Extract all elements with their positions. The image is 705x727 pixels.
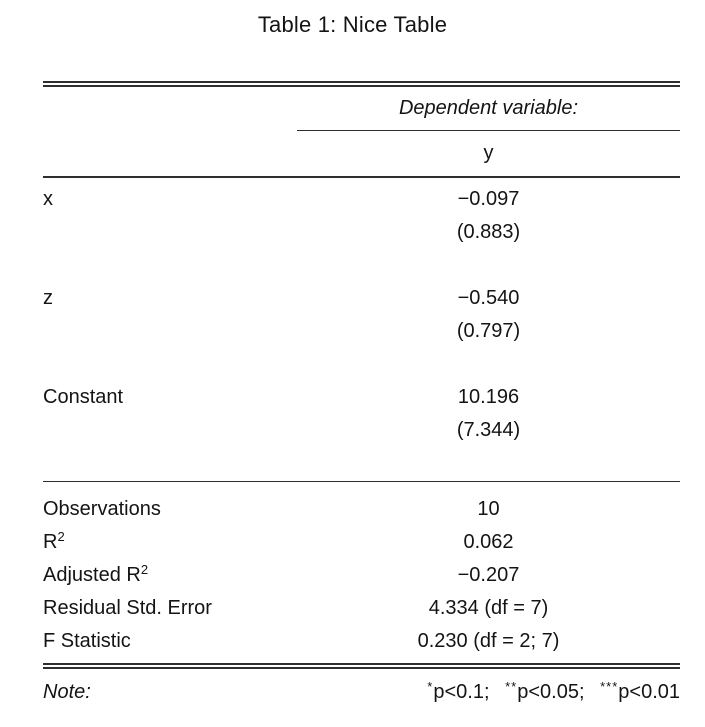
note-item: **p<0.05; [505, 678, 585, 703]
stat-label-text: R [43, 531, 58, 553]
stat-value: 4.334 (df = 7) [428, 597, 549, 619]
regression-table: Dependent variable: y x −0.097 (0.883) z… [43, 81, 680, 707]
stat-value: 0.062 [463, 531, 514, 553]
coefficient-std-error: (0.883) [456, 220, 521, 243]
stat-label-sup: 2 [140, 562, 149, 577]
table-row: (0.883) [43, 216, 680, 249]
bottom-double-rule [43, 663, 680, 669]
table-row: R2 0.062 [43, 526, 680, 559]
stat-label-sup: 2 [57, 529, 65, 544]
table-caption: Table 1: Nice Table [257, 12, 448, 37]
table-row: Observations 10 [43, 493, 680, 526]
stat-value: 0.230 (df = 2; 7) [417, 630, 560, 652]
significance-note: *p<0.1; **p<0.05; ***p<0.01 [91, 678, 680, 704]
coefficient-label: Constant [43, 385, 124, 408]
spacer-row [43, 249, 680, 282]
stat-label-text: Residual Std. Error [43, 597, 212, 619]
coefficient-label: z [43, 286, 53, 309]
table-row: (7.344) [43, 414, 680, 447]
stat-label-text: Observations [43, 498, 161, 520]
dependent-variable-row: Dependent variable: [43, 87, 680, 131]
dependent-variable-name: y [483, 142, 494, 164]
stat-value: 10 [477, 498, 500, 520]
table-row: z −0.540 [43, 282, 680, 315]
coefficient-estimate: −0.540 [457, 286, 520, 309]
stats-separator-rule [43, 480, 680, 482]
column-name-row: y [43, 131, 680, 176]
header-rule [43, 176, 680, 178]
statistics-section: Observations 10 R2 0.062 Adjusted R2 −0.… [43, 482, 680, 663]
coefficient-label: x [43, 187, 53, 210]
table-row: Constant 10.196 [43, 381, 680, 414]
spacer-row [43, 348, 680, 381]
stat-label: R2 [43, 529, 297, 554]
stat-label-text: F Statistic [43, 630, 131, 652]
significance-stars: * [427, 678, 434, 694]
note-item-text: p<0.05; [517, 680, 585, 703]
stat-label: F Statistic [43, 630, 297, 653]
note-item-text: p<0.01 [618, 680, 680, 703]
note-row: Note: *p<0.1; **p<0.05; ***p<0.01 [43, 669, 680, 707]
note-label: Note: [43, 680, 91, 703]
top-double-rule [43, 81, 680, 87]
coefficient-estimate: −0.097 [457, 187, 520, 210]
stat-label: Observations [43, 498, 297, 521]
significance-stars: *** [600, 678, 619, 694]
significance-stars: ** [505, 678, 518, 694]
dependent-variable-header: Dependent variable: [297, 87, 680, 131]
note-item: ***p<0.01 [600, 678, 680, 703]
table-row: Residual Std. Error 4.334 (df = 7) [43, 592, 680, 625]
stat-label: Residual Std. Error [43, 597, 297, 620]
stat-value: −0.207 [457, 564, 520, 586]
table-row: Adjusted R2 −0.207 [43, 559, 680, 592]
coefficient-std-error: (7.344) [456, 418, 521, 441]
coefficient-estimate: 10.196 [457, 385, 520, 408]
note-item-text: p<0.1; [433, 680, 490, 703]
table-row: F Statistic 0.230 (df = 2; 7) [43, 625, 680, 658]
coefficient-std-error: (0.797) [456, 319, 521, 342]
table-row: (0.797) [43, 315, 680, 348]
table-row: x −0.097 [43, 183, 680, 216]
coefficients-section: x −0.097 (0.883) z −0.540 (0.797) Consta… [43, 178, 680, 481]
stat-label: Adjusted R2 [43, 562, 297, 587]
note-item: *p<0.1; [427, 678, 490, 703]
stat-label-text: Adjusted R [43, 564, 141, 586]
